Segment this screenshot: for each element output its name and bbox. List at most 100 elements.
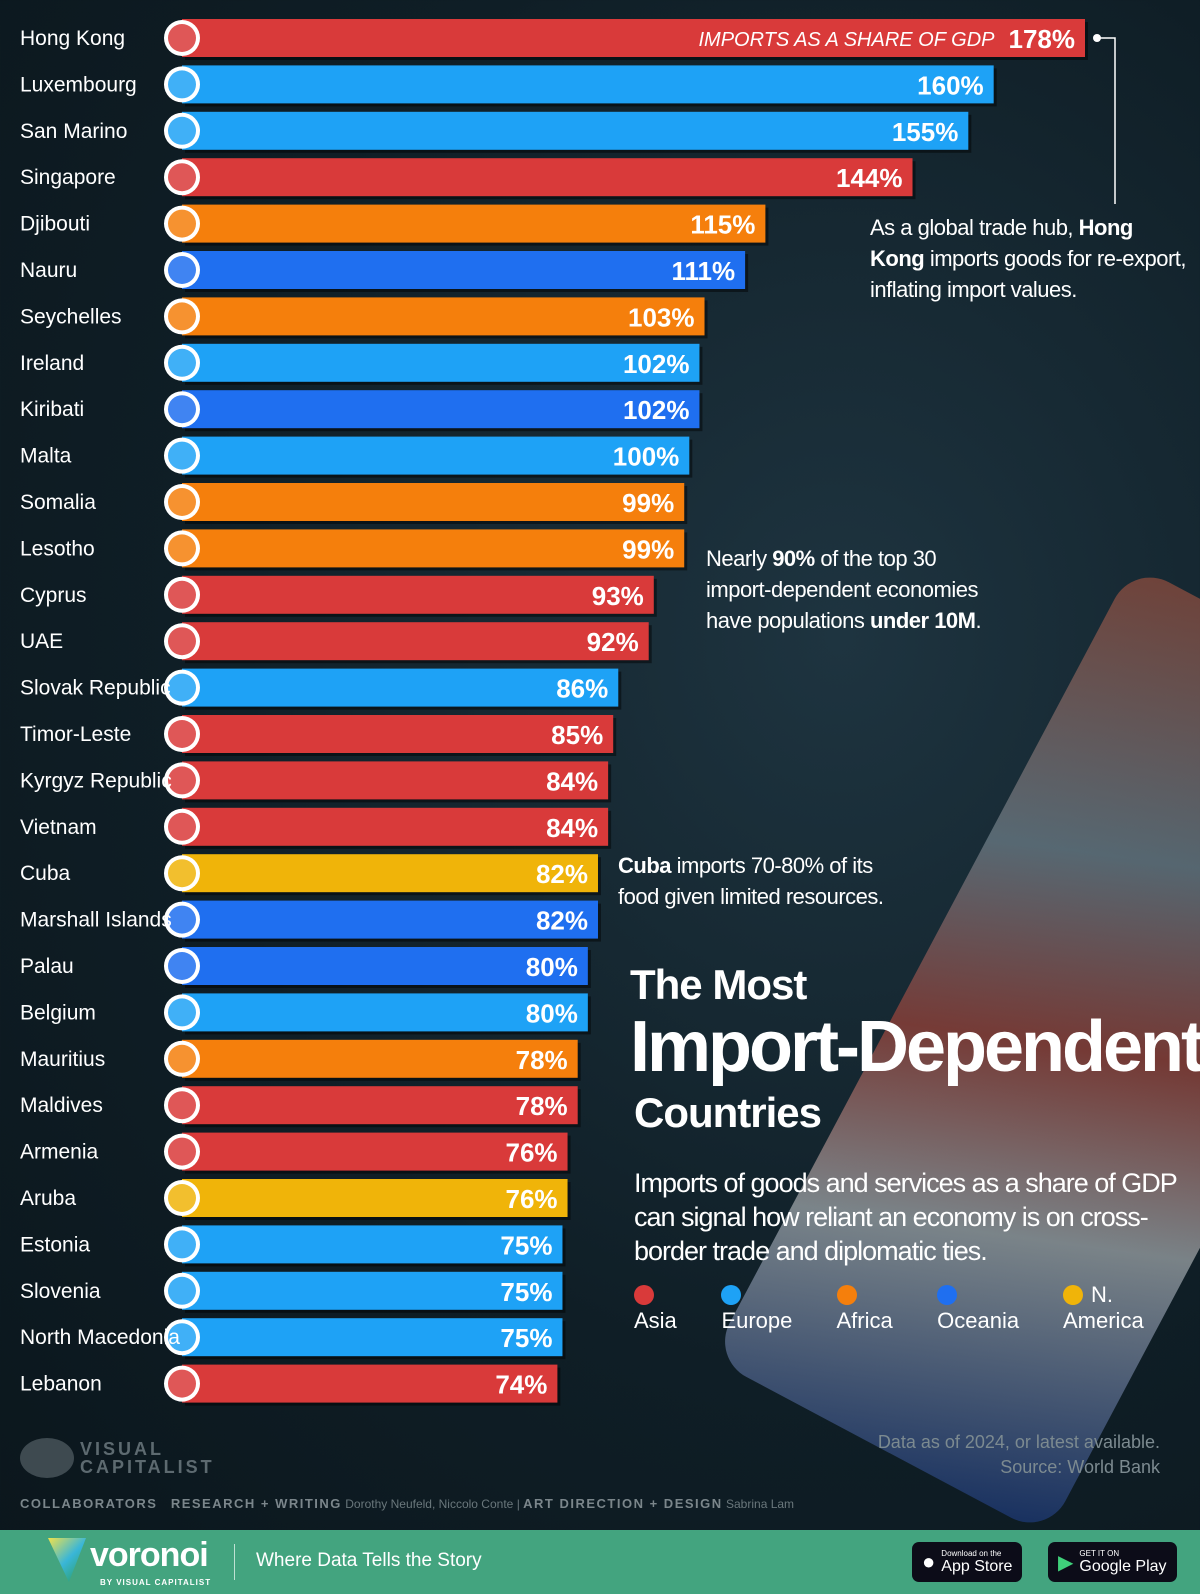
bar [182,900,598,939]
flag-icon-fill [168,534,196,563]
legend-label: Asia [634,1308,677,1333]
bar [182,715,614,753]
country-label: Maldives [20,1094,103,1117]
bar [182,761,609,800]
legend: Asia Europe Africa Oceania N. America [630,1282,1196,1334]
flag-icon-fill [168,905,196,934]
bar-chart: Hong Kong 178% IMPORTS AS A SHARE OF GDP Lu… [20,19,1088,1406]
legend-swatch [1063,1285,1083,1305]
flag-icon-fill [168,720,196,748]
country-label: Djibouti [20,213,90,236]
value-label: 178% [1009,24,1076,54]
value-label: 111% [671,256,735,286]
play-icon: ▶ [1058,1551,1074,1574]
subtitle: Imports of goods and services as a share… [634,1168,1177,1266]
divider [234,1544,235,1580]
value-label: 160% [917,70,984,100]
country-label: Kyrgyz Republic [20,769,172,792]
app-store-button[interactable]: ● Download on the App Store [912,1542,1023,1582]
flag-icon-fill [168,812,196,841]
bar [182,807,609,846]
country-label: Slovenia [20,1280,101,1303]
bar [182,111,969,150]
bar [182,65,994,104]
country-label: Aruba [20,1187,76,1210]
bar [182,390,700,429]
bar [182,947,588,985]
annotation-population: Nearly 90% of the top 30 import-dependen… [706,546,982,633]
value-label: 99% [622,488,674,518]
bar [182,19,1085,57]
value-label: 76% [506,1184,558,1214]
value-label: 78% [516,1045,568,1075]
bar [182,668,619,707]
flag-icon-fill [168,1276,196,1305]
value-label: 93% [592,581,644,611]
value-label: 100% [613,442,680,472]
legend-item: Asia [634,1282,703,1334]
country-label: Seychelles [20,305,122,328]
flag-icon-fill [168,1184,196,1212]
country-label: Estonia [20,1233,90,1256]
value-label: 82% [536,906,588,936]
annotation-hong-kong: As a global trade hub, Hong Kong imports… [870,215,1187,302]
bar [182,854,598,893]
bar [182,529,685,568]
bar [182,1086,578,1125]
value-label: 80% [526,998,578,1028]
flag-icon-fill [168,1230,196,1259]
flag-icon-fill [168,116,196,145]
value-label: 74% [495,1370,547,1400]
flag-icon-fill [168,673,196,702]
flag-icon-fill [168,488,196,516]
bar [182,1318,563,1357]
flag-icon-fill [168,24,196,52]
bar [182,1225,563,1264]
country-label: Vietnam [20,816,97,839]
bar [182,251,746,289]
title-block: The Most Import-Dependent Countries Impo… [630,962,1200,1334]
value-label: 99% [622,534,674,564]
voronoi-logo[interactable]: voronoi BY VISUAL CAPITALIST [48,1536,228,1588]
country-label: Marshall Islands [20,909,172,932]
value-axis-label: IMPORTS AS A SHARE OF GDP [699,29,996,51]
value-label: 84% [546,813,598,843]
flag-icon-fill [168,163,196,192]
title-line-3: Countries [634,1089,822,1136]
bar [182,1271,563,1310]
value-label: 76% [506,1138,558,1168]
value-label: 85% [551,720,603,750]
bar [182,993,588,1032]
value-label: 75% [500,1323,552,1353]
bar [182,1132,568,1171]
value-label: 115% [690,210,755,240]
flag-icon-fill [168,952,196,980]
country-label: Lebanon [20,1373,102,1396]
country-label: Timor-Leste [20,723,131,746]
bar [182,436,690,475]
flag-icon-fill [168,209,196,238]
bar [182,483,685,521]
legend-item: N. America [1063,1282,1196,1334]
title-line-2: Import-Dependent [630,1007,1200,1087]
bar [182,622,649,661]
country-label: Singapore [20,166,116,189]
tagline: Where Data Tells the Story [256,1550,482,1571]
google-play-button[interactable]: ▶ GET IT ON Google Play [1048,1542,1177,1582]
value-label: 78% [516,1091,568,1121]
flag-icon-fill [168,302,196,331]
value-label: 92% [587,627,639,657]
value-label: 102% [623,349,690,379]
flag-icon-fill [168,1137,196,1166]
country-label: Armenia [20,1141,99,1164]
country-label: Cyprus [20,584,87,607]
flag-icon-fill [168,859,196,888]
bar [182,158,913,197]
legend-swatch [836,1285,857,1305]
flag-icon-fill [168,395,196,424]
source-note: Data as of 2024, or latest available. Sou… [877,1432,1160,1477]
legend-item: Europe [721,1282,818,1334]
value-label: 84% [546,766,598,796]
bar [182,204,766,243]
flag-icon-fill [168,1044,196,1073]
